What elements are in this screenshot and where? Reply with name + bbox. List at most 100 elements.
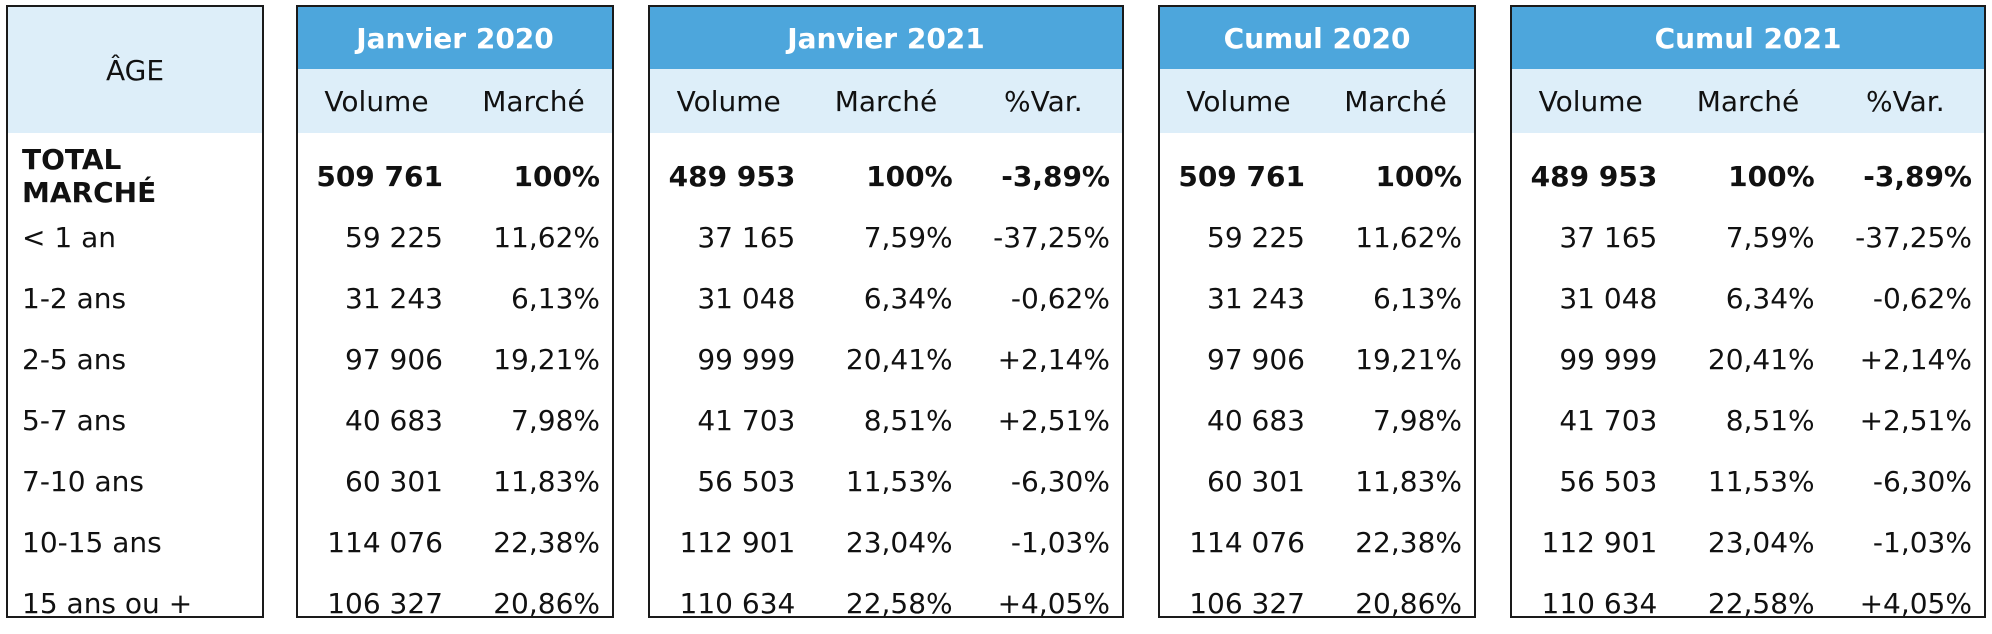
table-row: 37 165 7,59% -37,25% bbox=[1512, 207, 1984, 268]
marche-cell: 7,59% bbox=[1725, 221, 1815, 254]
volume-cell: 31 243 bbox=[345, 282, 443, 315]
table-row: 56 503 11,53% -6,30% bbox=[1512, 451, 1984, 512]
col-header-volume: Volume bbox=[1538, 84, 1643, 118]
col-header-volume: Volume bbox=[676, 84, 781, 118]
var-cell: -1,03% bbox=[1872, 526, 1972, 559]
col-header-volume: Volume bbox=[1186, 84, 1291, 118]
age-row: TOTAL MARCHÉ bbox=[8, 143, 262, 209]
var-cell: +2,51% bbox=[997, 404, 1110, 437]
volume-cell: 56 503 bbox=[697, 465, 796, 498]
volume-cell: 509 761 bbox=[316, 159, 443, 193]
table-row: 40 683 7,98% bbox=[1160, 390, 1474, 451]
age-row: 5-7 ans bbox=[8, 390, 262, 451]
section-title: Janvier 2020 bbox=[298, 7, 612, 69]
table-row: 99 999 20,41% +2,14% bbox=[1512, 329, 1984, 390]
marche-cell: 19,21% bbox=[493, 343, 600, 376]
volume-cell: 97 906 bbox=[1207, 343, 1305, 376]
age-row: 1-2 ans bbox=[8, 268, 262, 329]
table-row: 97 906 19,21% bbox=[1160, 329, 1474, 390]
marche-cell: 11,62% bbox=[493, 221, 600, 254]
table-row: 110 634 22,58% +4,05% bbox=[650, 573, 1122, 634]
marche-cell: 11,83% bbox=[493, 465, 600, 498]
marche-cell: 22,38% bbox=[493, 526, 600, 559]
marche-cell: 8,51% bbox=[1725, 404, 1815, 437]
column-headers: Volume Marché bbox=[1160, 69, 1474, 133]
volume-cell: 31 048 bbox=[1559, 282, 1658, 315]
marche-cell: 11,62% bbox=[1355, 221, 1462, 254]
volume-cell: 112 901 bbox=[1541, 526, 1658, 559]
col-header-marche: Marché bbox=[834, 84, 938, 118]
var-cell: -6,30% bbox=[1872, 465, 1972, 498]
table-row: 106 327 20,86% bbox=[1160, 573, 1474, 634]
table-row: 41 703 8,51% +2,51% bbox=[1512, 390, 1984, 451]
age-label: 15 ans ou + bbox=[22, 587, 193, 620]
marche-cell: 7,59% bbox=[863, 221, 953, 254]
volume-cell: 99 999 bbox=[697, 343, 796, 376]
age-header: ÂGE bbox=[8, 7, 262, 133]
col-header-marche: Marché bbox=[1344, 84, 1447, 118]
col-header-marche: Marché bbox=[482, 84, 585, 118]
table-cumul-2020: Cumul 2020 Volume Marché 509 761 100% 59 … bbox=[1158, 5, 1476, 620]
volume-cell: 41 703 bbox=[697, 404, 796, 437]
table-row: 110 634 22,58% +4,05% bbox=[1512, 573, 1984, 634]
table-row: 114 076 22,38% bbox=[298, 512, 612, 573]
table-row: 31 243 6,13% bbox=[1160, 268, 1474, 329]
volume-cell: 114 076 bbox=[327, 526, 443, 559]
volume-cell: 60 301 bbox=[345, 465, 443, 498]
volume-cell: 41 703 bbox=[1559, 404, 1658, 437]
var-cell: +2,14% bbox=[997, 343, 1110, 376]
var-cell: +2,51% bbox=[1859, 404, 1972, 437]
marche-cell: 100% bbox=[1728, 159, 1815, 193]
table-row: 114 076 22,38% bbox=[1160, 512, 1474, 573]
table-row: 31 243 6,13% bbox=[298, 268, 612, 329]
table-row: 97 906 19,21% bbox=[298, 329, 612, 390]
col-header-marche: Marché bbox=[1696, 84, 1800, 118]
volume-cell: 106 327 bbox=[1189, 587, 1305, 620]
table-janvier-2020: Janvier 2020 Volume Marché 509 761 100% 5… bbox=[296, 5, 614, 620]
marche-cell: 20,41% bbox=[1707, 343, 1815, 376]
marche-cell: 6,13% bbox=[1373, 282, 1462, 315]
age-column: ÂGE TOTAL MARCHÉ < 1 an 1-2 ans 2-5 ans … bbox=[6, 5, 264, 620]
age-row: < 1 an bbox=[8, 207, 262, 268]
section-title: Cumul 2020 bbox=[1160, 7, 1474, 69]
age-row: 7-10 ans bbox=[8, 451, 262, 512]
marche-cell: 100% bbox=[513, 159, 600, 193]
marche-cell: 23,04% bbox=[1707, 526, 1815, 559]
marche-cell: 22,58% bbox=[1707, 587, 1815, 620]
var-cell: +4,05% bbox=[997, 587, 1110, 620]
volume-cell: 99 999 bbox=[1559, 343, 1658, 376]
marche-cell: 7,98% bbox=[1373, 404, 1462, 437]
age-row: 2-5 ans bbox=[8, 329, 262, 390]
table-row: 509 761 100% bbox=[298, 145, 612, 207]
volume-cell: 40 683 bbox=[1207, 404, 1305, 437]
table-row: 112 901 23,04% -1,03% bbox=[650, 512, 1122, 573]
age-row: 15 ans ou + bbox=[8, 573, 262, 634]
table-row: 41 703 8,51% +2,51% bbox=[650, 390, 1122, 451]
volume-cell: 59 225 bbox=[345, 221, 443, 254]
table-row: 106 327 20,86% bbox=[298, 573, 612, 634]
volume-cell: 112 901 bbox=[679, 526, 796, 559]
var-cell: -37,25% bbox=[993, 221, 1110, 254]
marche-cell: 22,38% bbox=[1355, 526, 1462, 559]
marche-cell: 6,34% bbox=[1725, 282, 1815, 315]
table-row: 509 761 100% bbox=[1160, 145, 1474, 207]
marche-cell: 7,98% bbox=[511, 404, 600, 437]
marche-cell: 100% bbox=[1375, 159, 1462, 193]
marche-cell: 11,83% bbox=[1355, 465, 1462, 498]
var-cell: -0,62% bbox=[1872, 282, 1972, 315]
table-row: 99 999 20,41% +2,14% bbox=[650, 329, 1122, 390]
table-row: 59 225 11,62% bbox=[1160, 207, 1474, 268]
col-header-volume: Volume bbox=[324, 84, 429, 118]
marche-cell: 8,51% bbox=[863, 404, 953, 437]
var-cell: -1,03% bbox=[1010, 526, 1110, 559]
col-header-var: %Var. bbox=[1866, 84, 1945, 118]
table-row: 489 953 100% -3,89% bbox=[650, 145, 1122, 207]
marche-cell: 20,86% bbox=[1355, 587, 1462, 620]
col-header-var: %Var. bbox=[1004, 84, 1083, 118]
marche-cell: 11,53% bbox=[1707, 465, 1815, 498]
age-label: 2-5 ans bbox=[22, 343, 127, 376]
table-cumul-2021: Cumul 2021 Volume Marché %Var. 489 953 10… bbox=[1510, 5, 1986, 620]
age-label: TOTAL MARCHÉ bbox=[22, 143, 157, 209]
volume-cell: 31 048 bbox=[697, 282, 796, 315]
table-row: 59 225 11,62% bbox=[298, 207, 612, 268]
